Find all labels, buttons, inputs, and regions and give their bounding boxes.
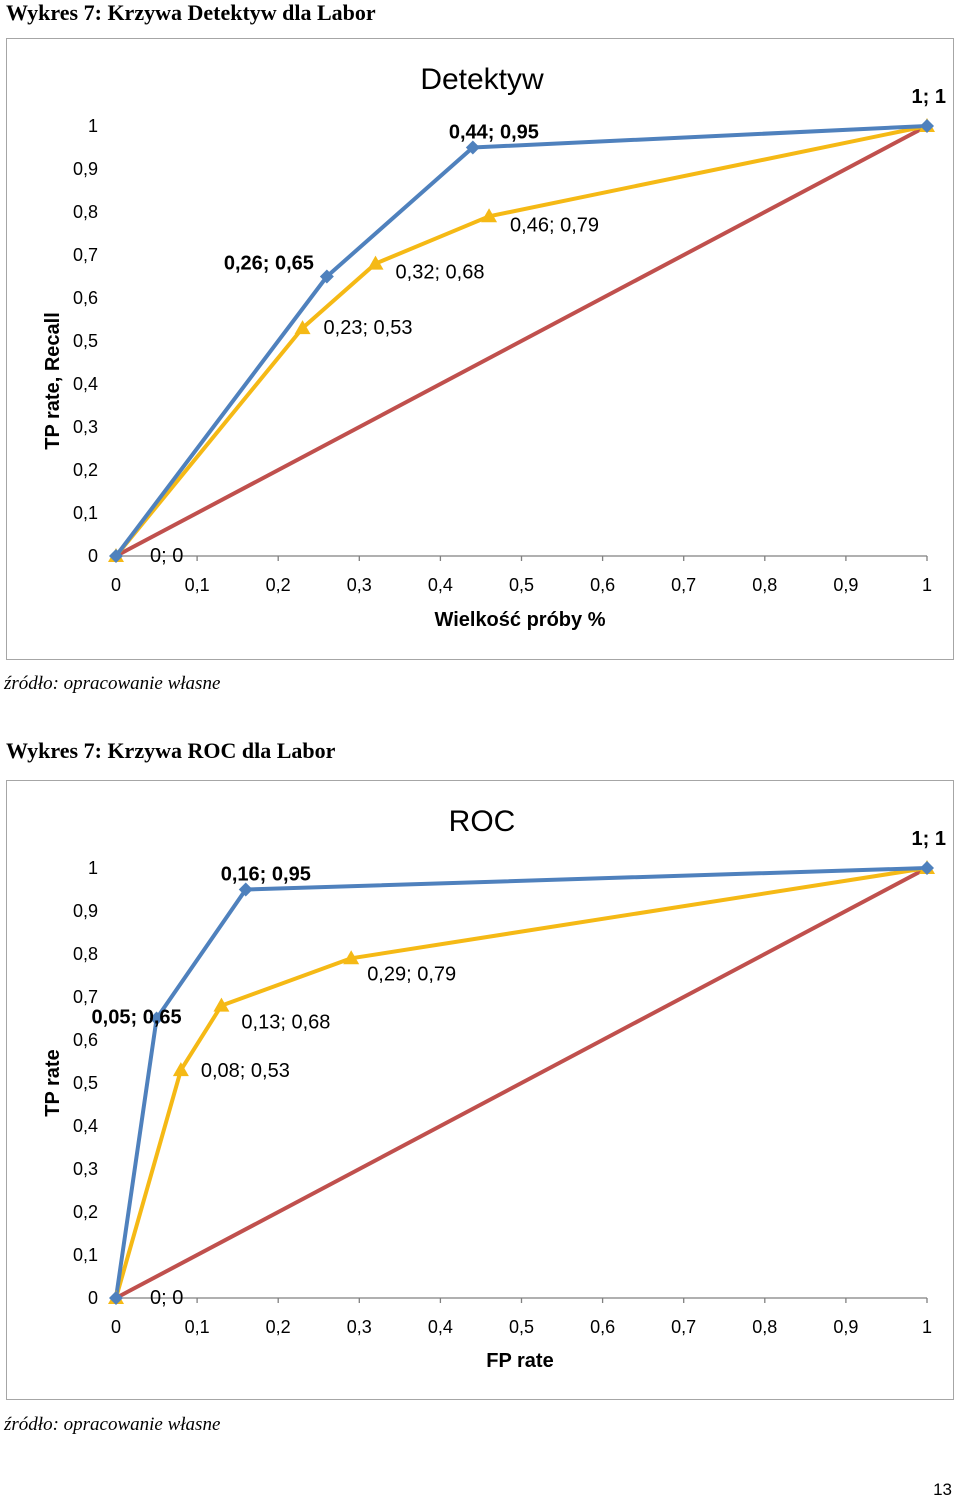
chart1-x-tick-label: 0,7: [671, 575, 696, 595]
chart1-x-tick-label: 1: [922, 575, 932, 595]
chart2-svg: ROC 0 0,1 0,2 0,3 0,4 0,5 0,6 0,7 0,8 0,9 1 0 0,1 0,2 0…: [42, 805, 946, 1372]
chart1-y-axis-label: TP rate, Recall: [42, 312, 64, 449]
chart1-data-label: 0,23; 0,53: [324, 317, 413, 339]
chart1-x-tick-label: 0,8: [752, 575, 777, 595]
chart1-container: Detektyw 0 0,1 0,2 0,3 0,4 0,5 0,6 0,7 0,8 0,9 1 0 0,…: [6, 38, 954, 660]
chart2-diamond-marker: [109, 1291, 123, 1305]
chart2-x-tick-label: 0,1: [185, 1317, 210, 1337]
chart1-x-tick-label: 0,2: [266, 575, 291, 595]
chart2-triangle-marker: [343, 950, 360, 965]
chart1-diamond-marker: [920, 119, 934, 133]
chart2-x-axis-label: FP rate: [486, 1350, 553, 1372]
chart2-y-tick-label: 0,6: [73, 1030, 98, 1050]
chart2-x-tick-label: 0,9: [833, 1317, 858, 1337]
chart1-y-tick-label: 0,8: [73, 202, 98, 222]
chart1-y-tick-label: 0,5: [73, 331, 98, 351]
chart1-x-tick-label: 0: [111, 575, 121, 595]
chart2-data-label: 0,29; 0,79: [367, 963, 456, 985]
chart1-source: źródło: opracowanie własne: [4, 673, 221, 694]
chart2-x-tick-label: 0,7: [671, 1317, 696, 1337]
chart2-x-tick-label: 0,8: [752, 1317, 777, 1337]
chart1-x-tick-label: 0,5: [509, 575, 534, 595]
chart1-series-line-3: [115, 124, 928, 558]
chart2-container: ROC 0 0,1 0,2 0,3 0,4 0,5 0,6 0,7 0,8 0,9 1 0 0,1 0,2 0…: [6, 780, 954, 1400]
chart2-series-line-1: [114, 866, 928, 1299]
chart1-x-tick-label: 0,6: [590, 575, 615, 595]
chart1-triangle-marker: [294, 320, 311, 335]
chart2-data-label: 0,08; 0,53: [201, 1060, 290, 1082]
chart2-y-tick-label: 0,9: [73, 901, 98, 921]
chart2-triangle-marker: [213, 997, 230, 1012]
chart1-data-label: 0,44; 0,95: [449, 122, 539, 144]
chart2-y-tick-label: 1: [88, 858, 98, 878]
chart1-x-tick-label: 0,1: [185, 575, 210, 595]
chart1-y-tick-label: 0,6: [73, 288, 98, 308]
chart1-x-tick-label: 0,4: [428, 575, 453, 595]
chart2-diamond-marker: [238, 882, 253, 897]
chart2-x-tick-label: 0: [111, 1317, 121, 1337]
chart1-triangle-marker: [481, 208, 498, 223]
chart1-y-tick-label: 0,9: [73, 159, 98, 179]
chart1-data-label: 1; 1: [912, 86, 946, 108]
chart2-diamond-marker: [149, 1011, 164, 1026]
chart2-y-tick-label: 0,3: [73, 1159, 98, 1179]
chart2-diamond-marker: [920, 861, 934, 875]
chart2-triangle-marker: [172, 1062, 189, 1077]
page-number: 13: [933, 1480, 952, 1499]
chart1-title: Detektyw: [420, 63, 544, 96]
chart2-data-label: 0,16; 0,95: [221, 864, 311, 886]
chart2-caption: Wykres 7: Krzywa ROC dla Labor: [6, 738, 336, 763]
chart2-data-label: 0; 0: [150, 1287, 183, 1309]
chart2-x-tick-label: 0,2: [266, 1317, 291, 1337]
chart2-x-tick-label: 1: [922, 1317, 932, 1337]
chart2-source: źródło: opracowanie własne: [4, 1414, 221, 1435]
chart2-data-label: 0,13; 0,68: [241, 1012, 330, 1034]
chart1-data-label: 0,46; 0,79: [510, 214, 599, 236]
chart2-y-tick-label: 0,7: [73, 987, 98, 1007]
chart2-title: ROC: [449, 805, 516, 838]
chart1-diamond-marker: [109, 549, 123, 563]
chart2-data-label: 0,05; 0,65: [92, 1007, 182, 1029]
chart1-data-label: 0,26; 0,65: [224, 253, 314, 275]
chart1-y-tick-label: 0,1: [73, 503, 98, 523]
chart1-diamond-marker: [465, 140, 480, 155]
chart2-y-tick-label: 0,8: [73, 944, 98, 964]
chart1-triangle-marker: [367, 255, 384, 270]
chart1-data-label: 0,32; 0,68: [396, 262, 485, 284]
chart2-x-tick-label: 0,5: [509, 1317, 534, 1337]
chart2-data-label: 1; 1: [912, 828, 946, 850]
chart1-y-tick-label: 1: [88, 116, 98, 136]
chart1-y-tick-label: 0,3: [73, 417, 98, 437]
chart1-y-tick-label: 0: [88, 546, 98, 566]
chart1-data-label: 0; 0: [150, 545, 183, 567]
chart1-x-tick-label: 0,3: [347, 575, 372, 595]
chart1-x-tick-label: 0,9: [833, 575, 858, 595]
chart1-diamond-marker: [319, 269, 334, 284]
chart2-x-tick-label: 0,6: [590, 1317, 615, 1337]
chart2-x-tick-label: 0,4: [428, 1317, 453, 1337]
chart2-series-line-3: [115, 866, 928, 1300]
chart2-y-tick-label: 0,4: [73, 1116, 98, 1136]
chart2-y-tick-label: 0,1: [73, 1245, 98, 1265]
chart2-x-tick-label: 0,3: [347, 1317, 372, 1337]
chart1-y-tick-label: 0,7: [73, 245, 98, 265]
chart1-svg: Detektyw 0 0,1 0,2 0,3 0,4 0,5 0,6 0,7 0,8 0,9 1 0 0,…: [42, 63, 946, 631]
chart2-y-tick-label: 0: [88, 1288, 98, 1308]
chart1-x-axis-label: Wielkość próby %: [435, 609, 606, 631]
chart1-caption: Wykres 7: Krzywa Detektyw dla Labor: [6, 0, 376, 25]
chart2-y-axis-label: TP rate: [42, 1049, 64, 1116]
chart1-series-line-1: [114, 124, 928, 558]
chart2-y-tick-label: 0,2: [73, 1202, 98, 1222]
chart1-y-tick-label: 0,4: [73, 374, 98, 394]
chart2-y-tick-label: 0,5: [73, 1073, 98, 1093]
chart1-y-tick-label: 0,2: [73, 460, 98, 480]
